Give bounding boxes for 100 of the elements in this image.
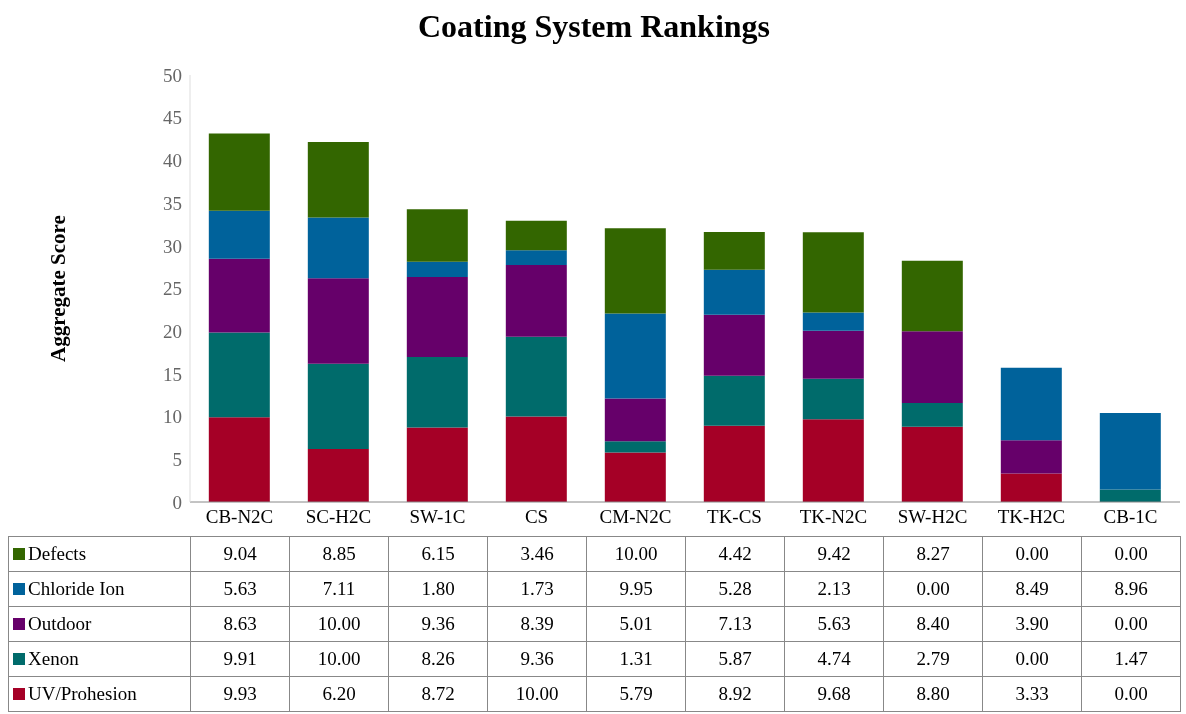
data-label: 3.33: [982, 676, 1082, 712]
bar: [406, 356, 468, 428]
bar: [208, 210, 270, 259]
data-label: 7.13: [685, 606, 785, 642]
bar: [703, 231, 765, 270]
data-label: 8.72: [388, 676, 488, 712]
y-tick-label: 10: [163, 406, 182, 428]
data-label: 9.42: [784, 536, 884, 572]
bar: [505, 220, 567, 251]
data-label: 5.87: [685, 641, 785, 677]
x-tick-label: SW-1C: [409, 506, 466, 528]
data-label: 9.68: [784, 676, 884, 712]
data-label: 0.00: [1081, 676, 1181, 712]
bar: [406, 209, 468, 262]
y-axis-title: Aggregate Score: [46, 215, 71, 362]
data-label: 9.36: [388, 606, 488, 642]
bar: [505, 265, 567, 337]
data-label: 0.00: [1081, 606, 1181, 642]
data-label: 8.92: [685, 676, 785, 712]
bar: [208, 133, 270, 211]
bar: [307, 217, 369, 279]
legend-label: Xenon: [8, 641, 191, 677]
bar: [406, 277, 468, 357]
data-label: 8.63: [190, 606, 290, 642]
data-label: 0.00: [1081, 536, 1181, 572]
bar: [901, 403, 963, 427]
bar: [406, 427, 468, 502]
bar: [802, 312, 864, 331]
data-label: 7.11: [289, 571, 389, 607]
y-tick-label: 40: [163, 150, 182, 172]
bar: [1000, 367, 1062, 441]
data-label: 10.00: [289, 606, 389, 642]
bar: [703, 269, 765, 315]
bar: [901, 260, 963, 332]
bar: [1099, 412, 1161, 490]
data-label: 10.00: [487, 676, 587, 712]
bar: [307, 363, 369, 450]
y-tick-label: 20: [163, 320, 182, 342]
data-label: 8.27: [883, 536, 983, 572]
data-label: 6.15: [388, 536, 488, 572]
bar: [307, 141, 369, 218]
x-tick-label: CB-1C: [1103, 506, 1158, 528]
data-label: 9.91: [190, 641, 290, 677]
data-label: 5.01: [586, 606, 686, 642]
data-label: 5.79: [586, 676, 686, 712]
data-label: 8.85: [289, 536, 389, 572]
bar: [703, 375, 765, 426]
bar: [604, 228, 666, 314]
data-label: 8.39: [487, 606, 587, 642]
bar: [307, 278, 369, 364]
data-label: 10.00: [289, 641, 389, 677]
y-tick-label: 45: [163, 107, 182, 129]
data-label: 5.63: [190, 571, 290, 607]
bar: [802, 232, 864, 313]
legend-label: Outdoor: [8, 606, 191, 642]
y-tick-label: 50: [163, 64, 182, 86]
data-label: 2.79: [883, 641, 983, 677]
data-label: 9.04: [190, 536, 290, 572]
bar: [703, 425, 765, 502]
data-label: 8.26: [388, 641, 488, 677]
bar: [604, 398, 666, 442]
y-tick-label: 25: [163, 278, 182, 300]
data-label: 3.90: [982, 606, 1082, 642]
data-label: 8.80: [883, 676, 983, 712]
bar: [1099, 489, 1161, 502]
bar: [208, 332, 270, 418]
bar: [703, 314, 765, 376]
data-label: 5.28: [685, 571, 785, 607]
data-label: 1.31: [586, 641, 686, 677]
data-label: 8.40: [883, 606, 983, 642]
bar: [901, 331, 963, 404]
bar: [505, 250, 567, 266]
y-tick-label: 15: [163, 363, 182, 385]
legend-label: UV/Prohesion: [8, 676, 191, 712]
bar: [604, 441, 666, 453]
x-tick-label: TK-N2C: [799, 506, 868, 528]
data-label: 4.74: [784, 641, 884, 677]
data-label: 1.47: [1081, 641, 1181, 677]
bar: [604, 313, 666, 399]
data-label: 5.63: [784, 606, 884, 642]
data-label: 1.73: [487, 571, 587, 607]
data-label: 10.00: [586, 536, 686, 572]
x-tick-label: SC-H2C: [305, 506, 372, 528]
data-label: 0.00: [982, 536, 1082, 572]
bar: [901, 426, 963, 502]
x-tick-label: CS: [524, 506, 549, 528]
y-tick-label: 0: [172, 491, 182, 513]
bar: [802, 330, 864, 379]
data-label: 9.36: [487, 641, 587, 677]
bar: [208, 417, 270, 502]
data-label: 2.13: [784, 571, 884, 607]
data-label: 9.93: [190, 676, 290, 712]
x-tick-label: CB-N2C: [205, 506, 274, 528]
chart-title: Coating System Rankings: [416, 8, 772, 45]
bar: [604, 452, 666, 502]
data-label: 8.96: [1081, 571, 1181, 607]
bar: [505, 416, 567, 502]
data-label: 8.49: [982, 571, 1082, 607]
bar: [802, 419, 864, 502]
legend-label: Defects: [8, 536, 191, 572]
